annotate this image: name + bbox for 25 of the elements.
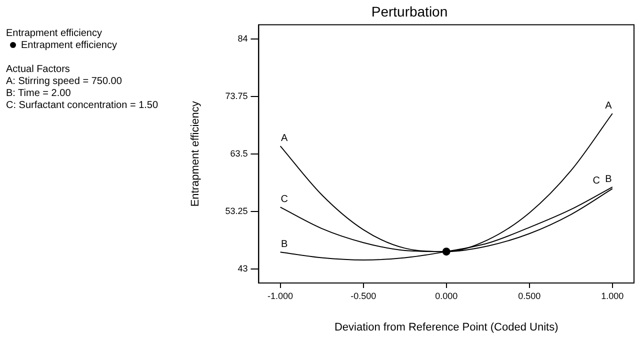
y-tick-label: 63.5 xyxy=(230,148,248,158)
y-tick-label: 84 xyxy=(238,33,248,44)
series-label: C xyxy=(280,194,288,206)
y-tick-label: 53.25 xyxy=(225,206,248,216)
text: A xyxy=(280,133,288,144)
series-label: B xyxy=(280,239,288,250)
x-tick-label: 0.500 xyxy=(518,290,541,301)
x-tick-label: -1.000 xyxy=(268,290,294,301)
legend-label: Entrapment efficiency xyxy=(20,40,118,52)
y-axis-title: Entrapment efficiency xyxy=(190,100,202,207)
x-tick-label: -0.500 xyxy=(350,290,376,301)
y-tick-label: 43 xyxy=(238,263,248,274)
text: B: Time = 2.00 xyxy=(6,88,72,100)
x-axis-title: Deviation from Reference Point (Coded Units) xyxy=(334,321,558,334)
text: C xyxy=(592,176,600,187)
x-tick-label: 0.000 xyxy=(435,290,458,301)
text: B xyxy=(605,174,612,186)
legend-title: Entrapment efficiency xyxy=(6,28,103,40)
x-tick-label: 1.000 xyxy=(601,290,624,301)
text: C: Surfactant concentration = 1.50 xyxy=(6,100,158,112)
text: Actual Factors xyxy=(6,64,71,76)
series-label: A xyxy=(605,100,612,112)
text: A: Stirring speed = 750.00 xyxy=(6,76,123,88)
y-tick-label: 73.75 xyxy=(225,90,248,101)
chart-title: Perturbation xyxy=(371,3,448,20)
